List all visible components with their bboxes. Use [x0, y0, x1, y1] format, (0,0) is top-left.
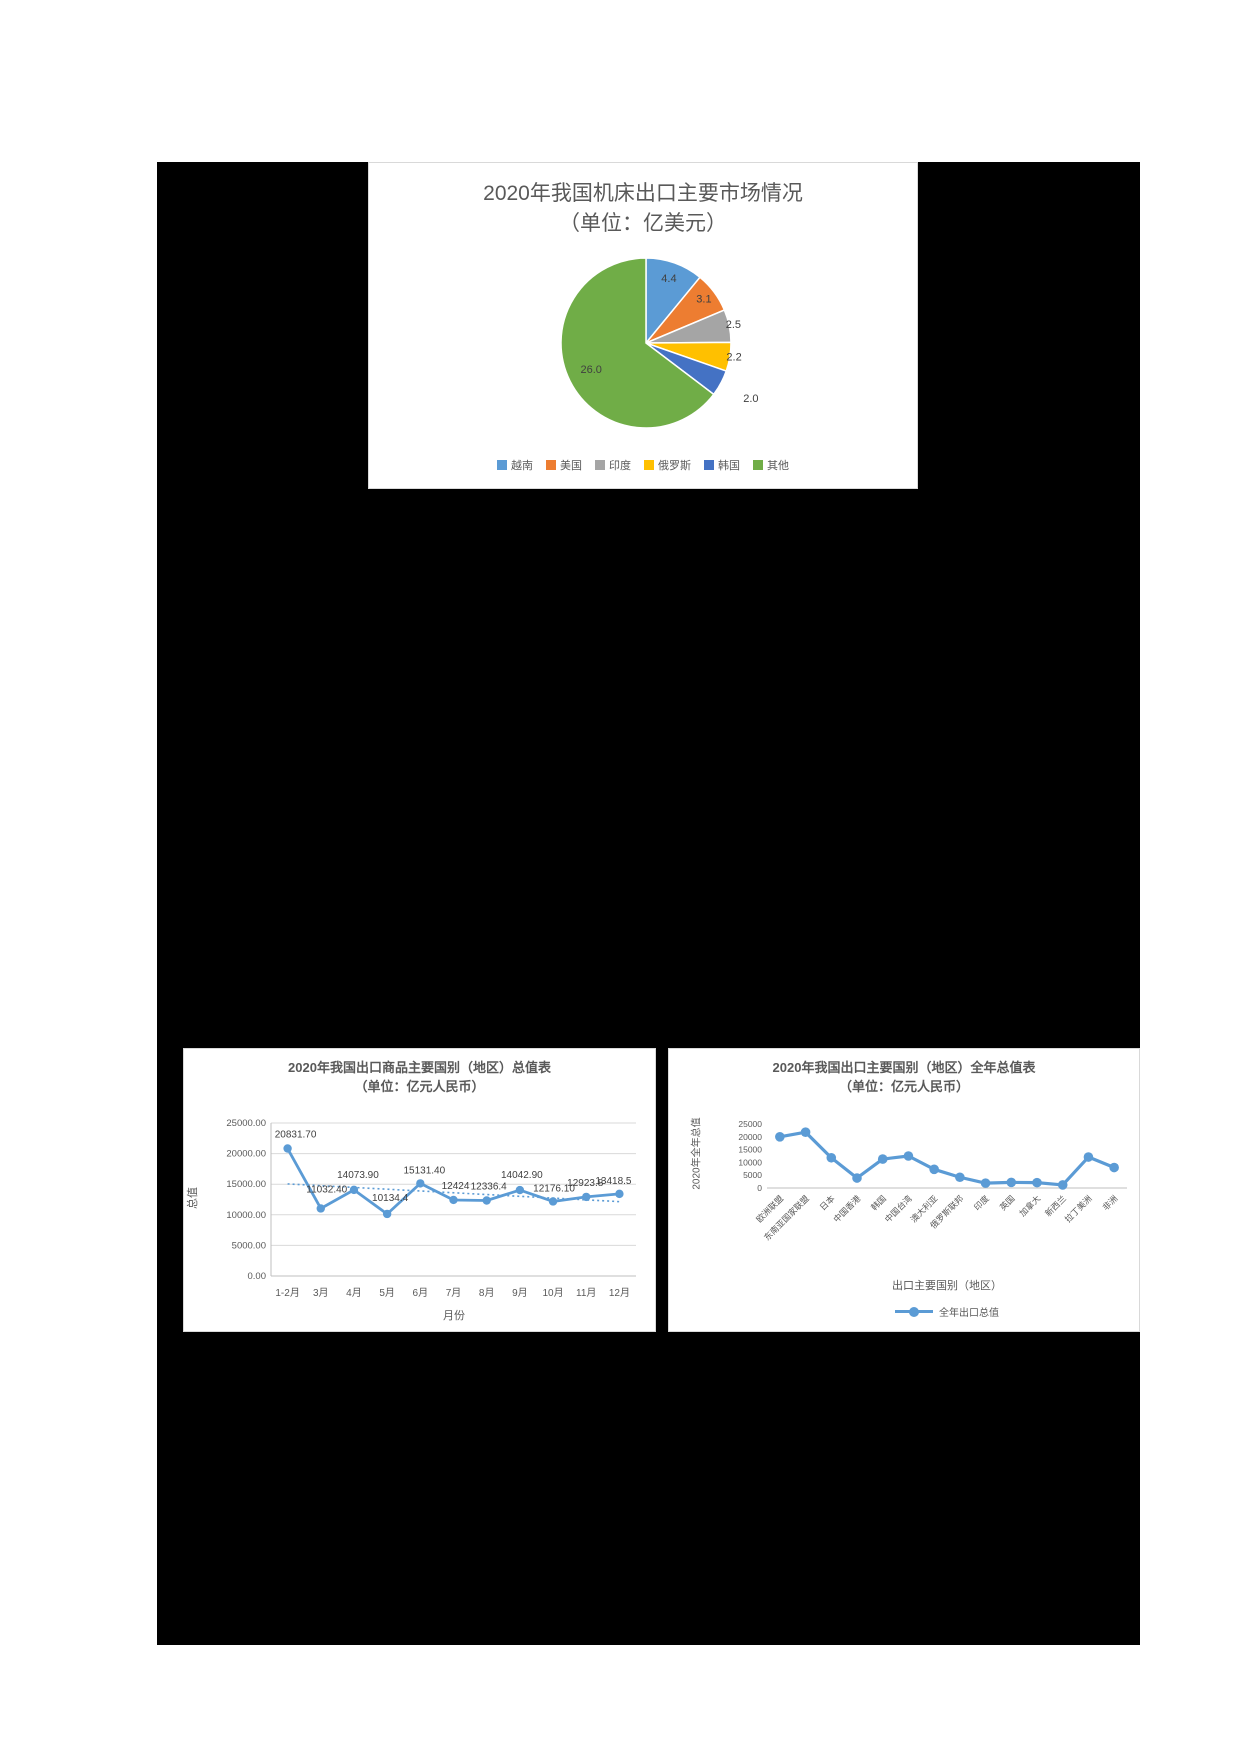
chart-legend: 全年出口总值	[767, 1304, 1127, 1319]
svg-text:韩国: 韩国	[869, 1193, 888, 1212]
svg-text:2.0: 2.0	[743, 393, 758, 405]
svg-text:3.1: 3.1	[696, 294, 711, 306]
legend-item: 越南	[497, 457, 533, 473]
svg-text:20000.00: 20000.00	[226, 1149, 266, 1160]
svg-text:26.0: 26.0	[580, 364, 601, 376]
svg-text:拉丁美洲: 拉丁美洲	[1063, 1193, 1094, 1224]
legend-label: 韩国	[718, 460, 740, 472]
svg-text:10134.4: 10134.4	[372, 1193, 409, 1204]
svg-text:10月: 10月	[542, 1287, 563, 1299]
svg-text:11032.40: 11032.40	[306, 1184, 347, 1195]
svg-text:13418.5: 13418.5	[595, 1176, 632, 1187]
svg-text:2.2: 2.2	[726, 351, 741, 363]
svg-text:15131.40: 15131.40	[403, 1165, 445, 1176]
legend-item: 其他	[753, 457, 789, 473]
svg-text:20000: 20000	[738, 1132, 762, 1142]
svg-text:20831.70: 20831.70	[275, 1130, 317, 1141]
pie-chart: 4.4 3.1 2.5 2.2 2.0 26.0	[560, 257, 759, 429]
svg-text:14042.90: 14042.90	[501, 1170, 543, 1181]
svg-text:10000.00: 10000.00	[226, 1210, 266, 1221]
svg-text:7月: 7月	[446, 1287, 462, 1299]
pie-legend: 越南 美国 印度 俄罗斯 韩国 其他	[369, 457, 917, 473]
svg-text:5月: 5月	[379, 1287, 395, 1299]
legend-line-marker-icon	[895, 1306, 933, 1317]
svg-text:加拿大: 加拿大	[1017, 1193, 1042, 1218]
pie-chart-panel: 4.4 3.1 2.5 2.2 2.0 26.0 2020年我国机床出口主要市场情况 （单…	[368, 162, 918, 489]
svg-text:14073.90: 14073.90	[337, 1170, 379, 1181]
monthly-line-chart-panel: 25000.00 20000.00 15000.00 10000.00 5000.00 0…	[183, 1048, 656, 1332]
legend-swatch	[704, 460, 714, 470]
svg-text:8月: 8月	[479, 1287, 495, 1299]
y-axis-title: 2020年全年总值	[691, 1117, 703, 1190]
svg-text:12176.10: 12176.10	[533, 1183, 575, 1194]
country-line-chart-panel: 25000 20000 15000 10000 5000 0 欧洲联盟 东南亚国家联盟 日本 中国…	[668, 1048, 1140, 1332]
svg-text:4月: 4月	[346, 1287, 362, 1299]
monthly-line-chart: 25000.00 20000.00 15000.00 10000.00 5000.00 0…	[226, 1118, 636, 1299]
svg-text:25000: 25000	[738, 1119, 762, 1129]
legend-item: 韩国	[704, 457, 740, 473]
legend-swatch	[644, 460, 654, 470]
svg-text:0: 0	[757, 1183, 762, 1193]
legend-label: 其他	[767, 460, 789, 472]
legend-swatch	[497, 460, 507, 470]
chart-subtitle: （单位：亿元人民币）	[354, 1079, 485, 1094]
svg-text:10000: 10000	[738, 1157, 762, 1167]
y-axis-title: 总值	[187, 1187, 199, 1209]
chart-subtitle: （单位：亿美元）	[559, 212, 727, 235]
svg-text:15000.00: 15000.00	[226, 1179, 266, 1190]
svg-text:12336.4: 12336.4	[471, 1182, 508, 1193]
svg-text:11月: 11月	[576, 1287, 596, 1299]
legend-label: 印度	[609, 460, 631, 472]
svg-text:12月: 12月	[609, 1287, 630, 1299]
legend-item: 印度	[595, 457, 631, 473]
x-axis-title: 月份	[443, 1310, 465, 1322]
chart-subtitle: （单位：亿元人民币）	[838, 1079, 969, 1094]
svg-text:2.5: 2.5	[726, 319, 741, 331]
legend-item: 美国	[546, 457, 582, 473]
svg-text:非洲: 非洲	[1100, 1193, 1119, 1212]
svg-text:12424: 12424	[442, 1181, 470, 1192]
legend-label: 越南	[511, 460, 533, 472]
svg-text:3月: 3月	[313, 1287, 329, 1299]
legend-item: 俄罗斯	[644, 457, 691, 473]
legend-label: 美国	[560, 460, 582, 472]
chart-title: 2020年我国出口商品主要国别（地区）总值表	[288, 1060, 551, 1075]
svg-text:5000.00: 5000.00	[232, 1240, 266, 1251]
svg-text:0.00: 0.00	[248, 1271, 267, 1282]
legend-swatch	[753, 460, 763, 470]
chart-title: 2020年我国出口主要国别（地区）全年总值表	[772, 1060, 1036, 1075]
svg-text:12923.8: 12923.8	[567, 1178, 604, 1189]
x-axis-title: 出口主要国别（地区）	[892, 1280, 1002, 1292]
svg-text:1-2月: 1-2月	[275, 1287, 299, 1299]
svg-text:25000.00: 25000.00	[226, 1118, 266, 1129]
chart-title: 2020年我国机床出口主要市场情况	[483, 182, 803, 205]
svg-text:5000: 5000	[743, 1170, 762, 1180]
svg-text:中国香港: 中国香港	[831, 1193, 862, 1224]
svg-text:4.4: 4.4	[661, 273, 676, 285]
svg-text:日本: 日本	[818, 1193, 837, 1212]
legend-swatch	[546, 460, 556, 470]
svg-text:6月: 6月	[413, 1287, 429, 1299]
svg-text:9月: 9月	[512, 1287, 528, 1299]
legend-label: 俄罗斯	[658, 460, 691, 472]
legend-swatch	[595, 460, 605, 470]
svg-text:印度: 印度	[972, 1193, 991, 1212]
legend-label: 全年出口总值	[939, 1308, 999, 1319]
svg-text:15000: 15000	[738, 1145, 762, 1155]
svg-text:东南亚国家联盟: 东南亚国家联盟	[762, 1193, 811, 1242]
svg-text:英国: 英国	[998, 1193, 1017, 1212]
